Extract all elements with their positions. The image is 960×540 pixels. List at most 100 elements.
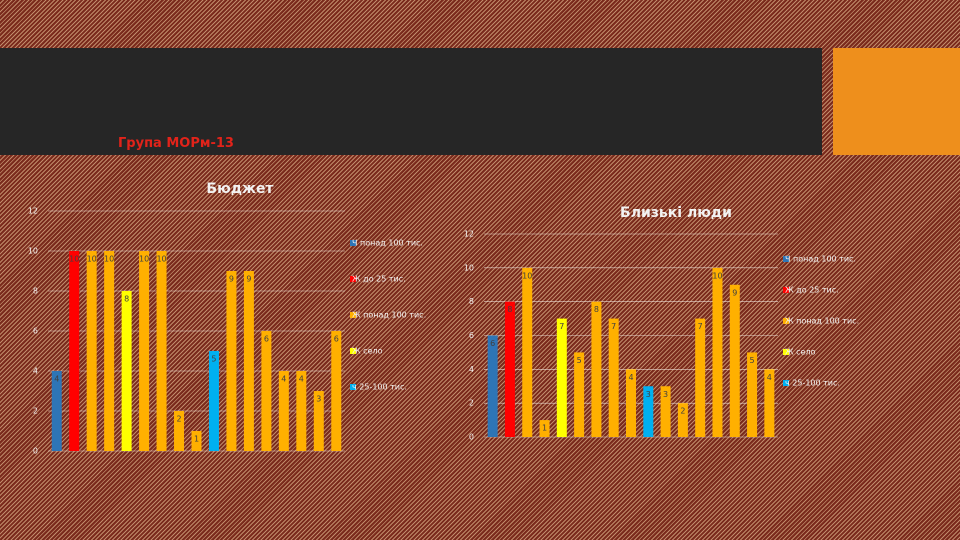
y-tick-label: 12 (464, 230, 474, 239)
data-label: 1 (194, 435, 199, 444)
bar (677, 403, 688, 437)
chart-title: Бюджет (206, 181, 274, 197)
bar (539, 420, 550, 437)
y-tick-label: 4 (33, 367, 38, 376)
legend-label: Ж до 25 тис. (785, 286, 839, 295)
data-label: 5 (211, 355, 216, 364)
data-label: 10 (712, 271, 722, 280)
y-tick-label: 4 (469, 365, 474, 374)
bar (591, 301, 602, 437)
legend-label: Ч понад 100 тис. (785, 255, 856, 264)
bar (504, 301, 515, 437)
data-label: 4 (767, 373, 772, 382)
data-label: 7 (559, 322, 564, 331)
data-label: 10 (156, 255, 166, 264)
chart-title: Близькі люди (620, 205, 732, 221)
legend-swatch (783, 287, 789, 293)
subtitle: Група МОРм-13 (118, 136, 234, 151)
data-label: 3 (316, 395, 321, 404)
bar (626, 369, 636, 437)
data-label: 8 (124, 295, 129, 304)
y-tick-label: 0 (469, 433, 474, 442)
legend-swatch (350, 276, 356, 282)
bar (695, 318, 706, 437)
data-label: 6 (334, 335, 339, 344)
legend-label: Ж село (785, 348, 816, 357)
bar (191, 431, 202, 451)
data-label: 8 (594, 305, 599, 314)
y-tick-label: 10 (464, 263, 474, 272)
bar (313, 391, 324, 451)
bar (208, 351, 219, 451)
data-label: 9 (732, 288, 737, 297)
y-tick-label: 2 (469, 399, 474, 408)
bar (121, 291, 132, 451)
data-label: 9 (229, 275, 234, 284)
bar (156, 251, 167, 451)
y-tick-label: 6 (469, 331, 474, 340)
bar (69, 251, 80, 451)
bar (574, 352, 585, 437)
bar (86, 251, 97, 451)
data-label: 1 (542, 424, 547, 433)
bar (660, 386, 671, 437)
data-label: 2 (680, 407, 685, 416)
bar (747, 352, 758, 437)
data-label: 10 (104, 255, 114, 264)
bar (278, 371, 289, 451)
y-tick-label: 2 (33, 407, 38, 416)
data-label: 10 (69, 255, 79, 264)
data-label: 6 (264, 335, 269, 344)
legend-swatch (783, 380, 789, 386)
bar (243, 271, 254, 451)
bar (331, 331, 342, 451)
data-label: 8 (507, 305, 512, 314)
bar (174, 411, 185, 451)
y-tick-label: 12 (28, 207, 38, 216)
data-label: 9 (246, 275, 251, 284)
bar (522, 267, 533, 437)
data-label: 10 (87, 255, 97, 264)
data-label: 3 (663, 390, 668, 399)
legend-swatch (350, 348, 356, 354)
data-label: 7 (698, 322, 703, 331)
legend-label: ч 25-100 тис. (352, 383, 407, 392)
legend-swatch (783, 256, 789, 262)
y-tick-label: 6 (33, 327, 38, 336)
y-tick-label: 8 (469, 297, 474, 306)
y-tick-label: 0 (33, 447, 38, 456)
data-label: 4 (281, 375, 286, 384)
data-label: 3 (646, 390, 651, 399)
data-label: 6 (490, 339, 495, 348)
bar (139, 251, 150, 451)
bar (226, 271, 237, 451)
data-label: 5 (577, 356, 582, 365)
y-tick-label: 10 (28, 247, 38, 256)
bar (487, 335, 498, 437)
bar (712, 267, 723, 437)
data-label: 2 (176, 415, 181, 424)
title-band (0, 48, 822, 155)
legend-label: Ж понад 100 тис. (352, 311, 426, 320)
legend-label: ч 25-100 тис. (785, 379, 840, 388)
y-tick-label: 8 (33, 287, 38, 296)
bar (104, 251, 115, 451)
bar (608, 318, 619, 437)
data-label: 7 (611, 322, 616, 331)
bar (261, 331, 272, 451)
legend-label: Ж село (352, 347, 383, 356)
bar (296, 371, 307, 451)
data-label: 5 (750, 356, 755, 365)
data-label: 10 (522, 271, 532, 280)
accent-block (833, 48, 960, 155)
data-label: 4 (54, 375, 59, 384)
legend-swatch (783, 349, 789, 355)
legend-swatch (783, 318, 789, 324)
legend-swatch (350, 240, 356, 246)
bar (556, 318, 567, 437)
bar (764, 369, 775, 437)
bar (643, 386, 654, 437)
data-label: 10 (139, 255, 149, 264)
legend-label: Ж понад 100 тис. (785, 317, 859, 326)
